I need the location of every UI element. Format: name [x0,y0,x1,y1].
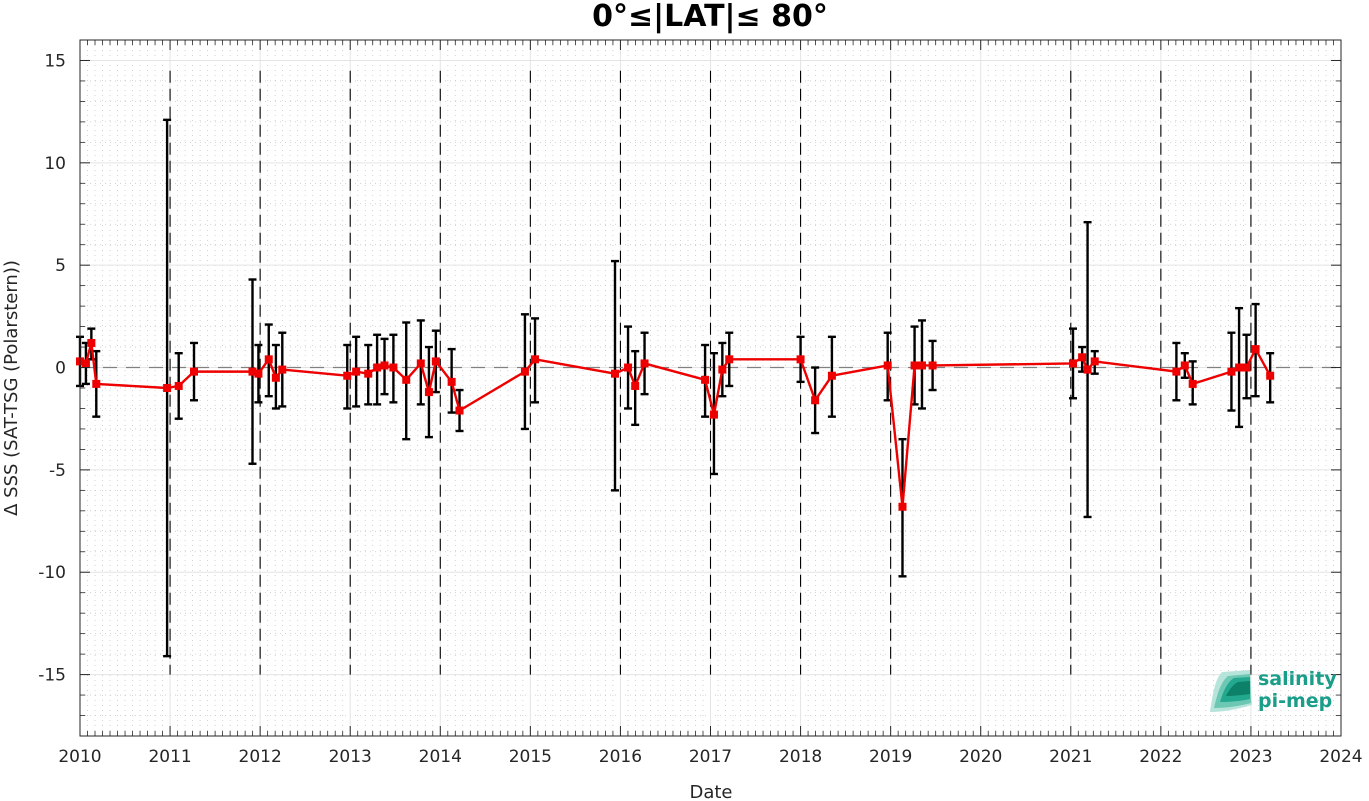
data-point [431,357,440,366]
x-tick-label: 2022 [1139,747,1182,767]
data-point [364,369,373,378]
data-point [278,365,287,374]
x-tick-label: 2021 [1049,747,1092,767]
data-point [1090,357,1099,366]
logo-text-salinity: salinity [1258,668,1337,690]
data-point [883,361,892,370]
data-point [531,355,540,364]
data-point [1172,367,1181,376]
data-point [520,367,529,376]
data-point [928,361,937,370]
data-point [373,363,382,372]
data-point [416,359,425,368]
data-point [1078,353,1087,362]
x-tick-label: 2011 [148,747,191,767]
data-point [254,369,263,378]
y-tick-label: -5 [49,461,66,481]
chart-title: 0°≤|LAT|≤ 80° [592,0,828,34]
x-tick-label: 2019 [869,747,912,767]
data-point [455,406,464,415]
data-point [174,381,183,390]
data-point [709,410,718,419]
x-tick-label: 2024 [1319,747,1362,767]
axis-ticks [79,39,1342,737]
data-point [1227,367,1236,376]
x-tick-label: 2013 [329,747,372,767]
data-point [87,338,96,347]
y-tick-label: -15 [38,666,66,686]
data-point [631,381,640,390]
logo-wave-icon [1210,670,1252,712]
data-point [701,375,710,384]
x-tick-label: 2023 [1229,747,1272,767]
y-tick-label: 10 [44,154,66,174]
y-axis-label: Δ SSS (SAT-TSG (Polarstern)) [1,260,22,516]
data-point [271,373,280,382]
y-tick-label: 15 [44,51,66,71]
data-point [1180,361,1189,370]
data-point [248,367,257,376]
data-point [190,367,199,376]
x-tick-label: 2020 [959,747,1002,767]
data-point [1242,363,1251,372]
data-point [1069,359,1078,368]
data-point [640,359,649,368]
data-point [1083,365,1092,374]
salinity-pi-mep-logo: salinity pi-mep [1210,668,1337,712]
x-tick-labels: 2010 2011 2012 2013 2014 2015 2016 2017 2018 2019… [58,747,1362,767]
data-point [389,363,398,372]
data-point [343,371,352,380]
x-tick-label: 2018 [779,747,822,767]
x-tick-label: 2014 [419,747,462,767]
data-point [624,363,633,372]
x-tick-label: 2017 [689,747,732,767]
x-tick-label: 2012 [239,747,282,767]
data-point [1266,371,1275,380]
data-point [447,377,456,386]
data-point [725,355,734,364]
y-tick-label: 0 [55,359,66,379]
data-point [92,379,101,388]
x-tick-label: 2015 [509,747,552,767]
x-tick-label: 2016 [599,747,642,767]
data-point [811,396,820,405]
data-point [827,371,836,380]
data-point [424,388,433,397]
x-tick-label: 2010 [58,747,101,767]
y-tick-labels: 15 10 5 0 -5 -10 -15 [38,51,66,685]
data-point [264,355,273,364]
y-tick-label: 5 [55,256,66,276]
data-point [352,367,361,376]
data-point [402,375,411,384]
data-point [610,369,619,378]
data-point [1188,379,1197,388]
data-point [718,365,727,374]
data-point [1235,363,1244,372]
data-point [1251,345,1260,354]
data-point [163,384,172,392]
data-point [917,361,926,370]
year-marker-lines [169,70,1252,675]
series [76,338,1275,511]
logo-text-pi-mep: pi-mep [1258,690,1332,712]
x-axis-label: Date [689,782,732,801]
data-point [796,355,805,364]
y-tick-label: -10 [38,563,66,583]
data-point [81,359,90,368]
data-point [898,502,907,511]
data-point [910,361,919,370]
data-point [380,361,389,370]
